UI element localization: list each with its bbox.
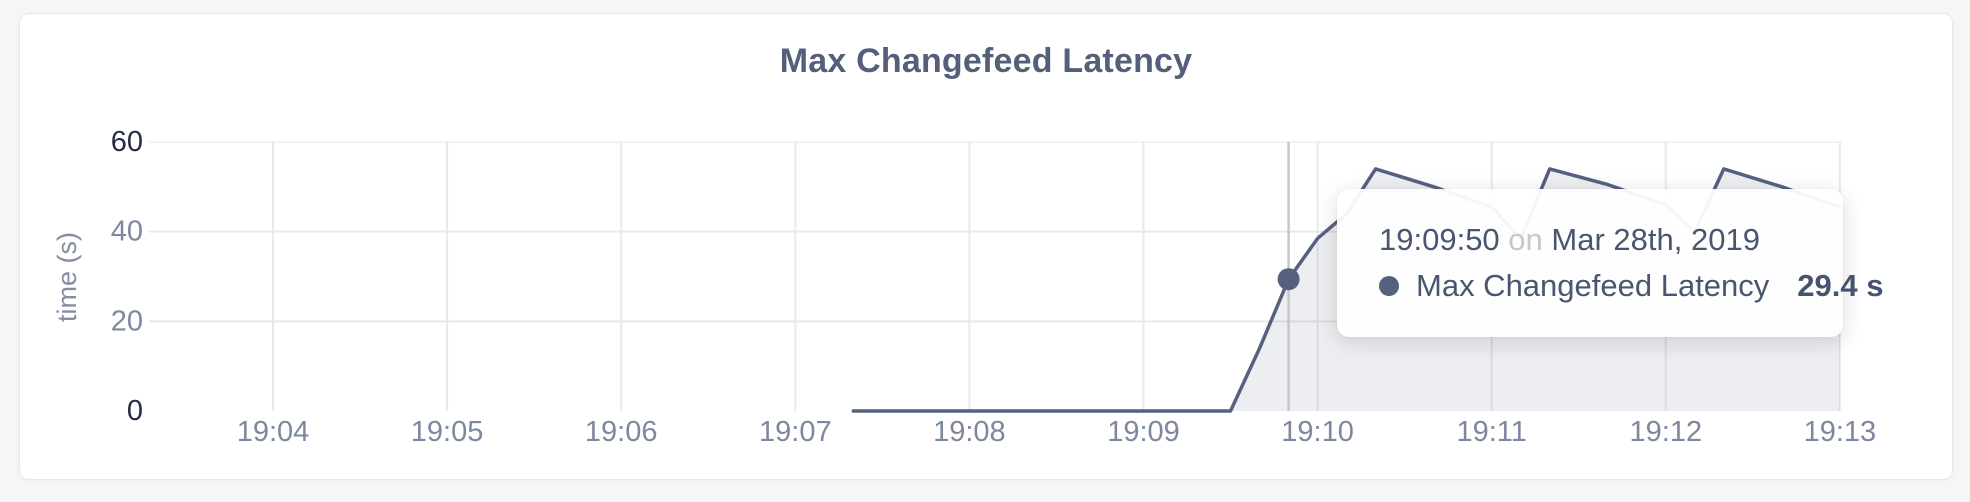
y-tick-label: 40 bbox=[111, 216, 143, 248]
x-tick-label: 19:09 bbox=[1107, 416, 1180, 448]
x-tick-label: 19:05 bbox=[411, 416, 484, 448]
y-axis-label: time (s) bbox=[52, 232, 82, 322]
x-tick-label: 19:08 bbox=[933, 416, 1006, 448]
y-tick-label: 60 bbox=[111, 126, 143, 158]
tooltip-on-label: on bbox=[1508, 222, 1543, 257]
hover-point[interactable] bbox=[1277, 268, 1300, 291]
x-tick-label: 19:06 bbox=[585, 416, 658, 448]
tooltip-date-spacer bbox=[1543, 222, 1552, 258]
chart-title: Max Changefeed Latency bbox=[779, 42, 1193, 80]
chart-card: 0 20 40 60 19:04 19:05 19:06 19:07 19:08 19:09 19:… bbox=[19, 13, 1953, 480]
series-bullet-icon bbox=[1379, 276, 1399, 296]
x-tick-label: 19:07 bbox=[759, 416, 832, 448]
tooltip-time: 19:09:50 bbox=[1379, 222, 1500, 257]
tooltip-series-value: 29.4 s bbox=[1797, 268, 1884, 303]
tooltip-series-row: Max Changefeed Latency 29.4 s bbox=[1379, 268, 1884, 304]
y-tick-label: 20 bbox=[111, 305, 143, 337]
x-tick-label: 19:04 bbox=[237, 416, 310, 448]
tooltip-conjunction bbox=[1500, 222, 1509, 258]
x-tick-label: 19:11 bbox=[1456, 416, 1526, 448]
y-tick-label: 0 bbox=[127, 395, 143, 427]
tooltip-date: Mar 28th, 2019 bbox=[1551, 222, 1760, 257]
x-tick-label: 19:10 bbox=[1281, 416, 1354, 448]
hover-tooltip: 19:09:50 on Mar 28th, 2019 Max Changefee… bbox=[1337, 189, 1884, 337]
x-tick-label: 19:12 bbox=[1630, 416, 1703, 448]
tooltip-series-label: Max Changefeed Latency bbox=[1416, 268, 1770, 303]
tooltip-timestamp-row: 19:09:50 on Mar 28th, 2019 bbox=[1379, 222, 1843, 258]
x-tick-label: 19:13 bbox=[1804, 416, 1877, 448]
